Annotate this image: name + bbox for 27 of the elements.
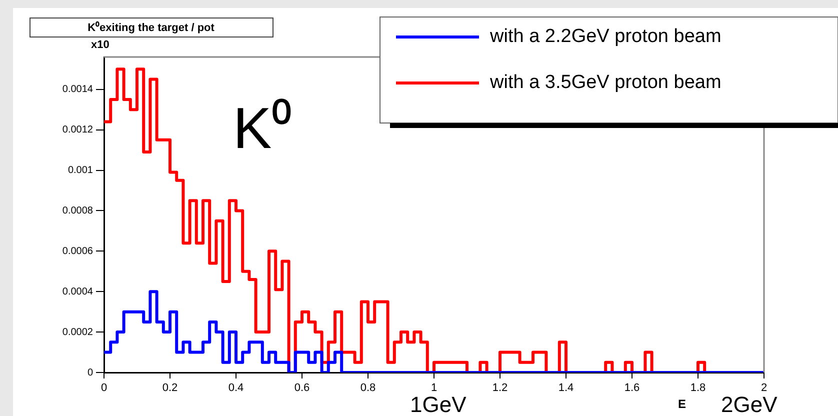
y-tick-label: 0.0014 [62, 84, 94, 96]
y-tick-label: 0.001 [68, 165, 94, 176]
legend-label: with a 3.5GeV proton beam [489, 72, 722, 94]
text: 1GeV [410, 392, 467, 416]
x-tick-label: 1.4 [558, 382, 574, 394]
x-tick-label: 0.6 [294, 382, 310, 394]
x-tick-label: 1.6 [624, 382, 640, 394]
text: x10 [91, 39, 110, 51]
x-tick-label: 0 [100, 382, 108, 394]
x-tick-label: 1.8 [690, 382, 706, 394]
x-tick-label: 1.2 [492, 382, 508, 394]
y-tick-label: 0.0002 [62, 326, 94, 338]
y-tick-label: 0.0006 [62, 246, 94, 257]
x-tick-label: 0.8 [360, 382, 376, 394]
legend-label: with a 2.2GeV proton beam [489, 26, 722, 48]
y-tick-label: 0 [87, 367, 94, 378]
x-tick-label: 0.4 [228, 382, 244, 394]
x-tick-label: 0.2 [162, 382, 178, 394]
text: 2GeV [721, 392, 778, 416]
x-tick-label: 2 [760, 382, 768, 394]
y-tick-label: 0.0008 [62, 205, 94, 216]
chart-title: K⁰exiting the target / pot [88, 21, 215, 34]
y-tick-label: 0.0004 [62, 286, 94, 298]
y-tick-label: 0.0012 [62, 124, 94, 136]
annotation: K⁰ [233, 96, 292, 161]
x-axis-title: E [678, 397, 686, 411]
x-tick-label: 1 [430, 382, 438, 394]
